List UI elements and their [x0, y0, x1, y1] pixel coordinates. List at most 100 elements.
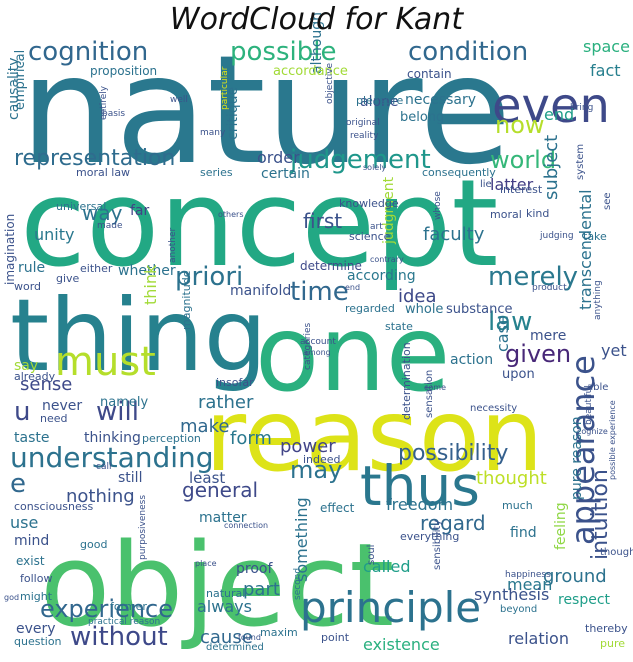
cloud-word: judging [539, 231, 574, 241]
cloud-word: order [257, 148, 300, 167]
cloud-word: moral [490, 208, 522, 221]
cloud-word: happiness [505, 570, 551, 580]
cloud-word: soul [366, 545, 377, 565]
cloud-word: accordance [273, 64, 348, 79]
cloud-word: necessity [470, 403, 517, 414]
cloud-word: imagination [3, 214, 17, 285]
cloud-word: think [141, 264, 160, 305]
cloud-word: object [40, 519, 394, 653]
cloud-word: call [96, 462, 111, 472]
cloud-word: god [4, 593, 19, 602]
cloud-word: judgement [289, 145, 431, 175]
cloud-word: never [42, 398, 82, 414]
cloud-word: account [300, 337, 336, 347]
cloud-word: kind [526, 207, 549, 220]
cloud-word: original [346, 118, 380, 128]
cloud-word: solely [363, 163, 386, 172]
cloud-word: rule [18, 260, 45, 276]
cloud-word: understanding [10, 441, 214, 474]
cloud-word: without [70, 622, 168, 652]
cloud-word: rather [198, 392, 254, 413]
cloud-word: matter [199, 510, 247, 526]
cloud-word: beautiful [584, 385, 594, 425]
cloud-word: regard [420, 511, 486, 535]
cloud-word: latter [490, 175, 534, 194]
cloud-word: mind [14, 533, 49, 549]
cloud-word: according [347, 268, 416, 284]
cloud-word: something [292, 497, 311, 582]
figure-title: WordCloud for Kant [169, 2, 464, 37]
cloud-word: far [130, 203, 150, 219]
cloud-word: end [544, 105, 574, 124]
cloud-word: alone [360, 94, 399, 110]
cloud-word: thinking [84, 430, 141, 446]
cloud-word: subject [541, 135, 562, 200]
cloud-word: always [197, 597, 252, 616]
cloud-word: idea [398, 286, 437, 307]
cloud-word: come [424, 383, 446, 392]
cloud-word: able [587, 382, 608, 393]
cloud-word: give [56, 272, 80, 285]
cloud-word: law [488, 307, 532, 337]
cloud-word: general [182, 478, 258, 502]
cloud-word: interest [500, 183, 543, 196]
cloud-word: place [195, 559, 217, 568]
cloud-word: sensibility [432, 520, 443, 570]
cloud-word: time [290, 277, 349, 307]
cloud-word: possible experience [608, 400, 617, 480]
cloud-word: intuition [588, 469, 613, 560]
cloud-word: called [363, 557, 411, 576]
cloud-word: cognition [28, 37, 148, 67]
cloud-word: insofar [216, 376, 254, 389]
cloud-word: will [96, 397, 139, 427]
cloud-word: belong [400, 110, 444, 125]
cloud-word: state [385, 320, 413, 333]
cloud-word: point [321, 631, 350, 644]
cloud-word: empirical [13, 50, 28, 110]
cloud-word: every [16, 621, 56, 637]
cloud-word: take [583, 230, 607, 243]
cloud-word: determined [206, 642, 264, 653]
cloud-word: priori [175, 262, 243, 292]
cloud-word: sensation [424, 370, 435, 418]
cloud-word: possibility [398, 441, 508, 466]
cloud-word: one [255, 293, 450, 415]
cloud-word: proof [236, 561, 273, 577]
cloud-word: nature [20, 24, 512, 198]
cloud-word: substance [446, 302, 513, 317]
cloud-word: taste [14, 430, 49, 446]
cloud-word: fact [590, 61, 621, 80]
cloud-word: first [303, 209, 342, 233]
cloud-word: nothing [66, 486, 135, 507]
cloud-word: universal [56, 200, 106, 213]
cloud-word: lie [480, 179, 492, 190]
cloud-word: faculty [423, 224, 485, 245]
cloud-word: regarded [345, 302, 395, 315]
cloud-word: may [290, 456, 342, 484]
cloud-word: moral law [76, 166, 130, 179]
cloud-word: necessary [405, 92, 476, 108]
cloud-word: experience [40, 595, 173, 623]
cloud-word: bring [570, 103, 593, 113]
cloud-word: part [243, 579, 280, 600]
cloud-word: case [493, 315, 512, 352]
cloud-word: question [14, 635, 62, 648]
cloud-word: thereby [585, 622, 628, 635]
cloud-word: perception [142, 432, 201, 445]
cloud-word: still [118, 470, 142, 486]
cloud-word: objective [325, 62, 335, 104]
cloud-word: judgment [381, 176, 397, 245]
cloud-word: end [345, 283, 360, 292]
cloud-word: sense [20, 374, 72, 395]
cloud-word: connection [224, 521, 268, 530]
cloud-word: mean [507, 575, 552, 594]
cloud-word: must [55, 339, 156, 385]
cloud-word: find [510, 525, 537, 541]
cloud-word: made [97, 221, 123, 231]
cloud-word: respect [558, 592, 611, 608]
cloud-word: reason [205, 377, 543, 494]
cloud-word: power [280, 436, 336, 457]
cloud-word: science [349, 230, 391, 243]
cloud-word: pure [600, 637, 625, 650]
